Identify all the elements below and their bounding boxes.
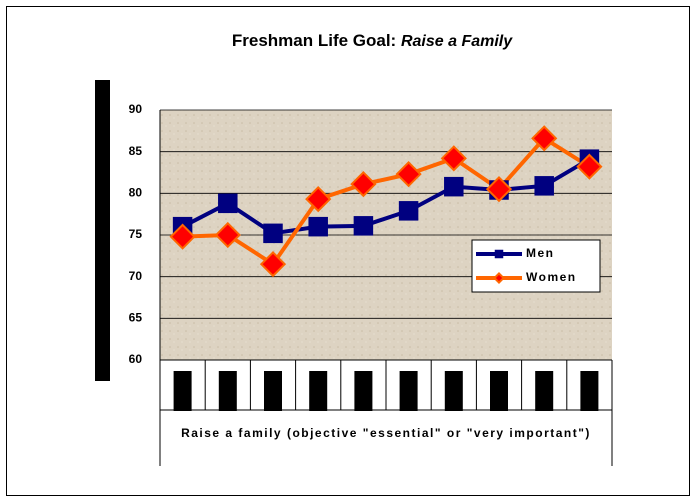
marker [534, 176, 554, 196]
marker [493, 272, 505, 284]
marker [263, 223, 283, 244]
chart-title: Freshman Life Goal: Raise a Family [232, 31, 513, 50]
marker [169, 223, 196, 250]
y-tick-label: 80 [129, 186, 143, 200]
marker [576, 153, 603, 180]
redaction [264, 371, 282, 411]
title-main: Freshman Life Goal: [232, 31, 396, 50]
marker [494, 249, 504, 259]
legend-label: Men [526, 246, 555, 260]
marker [218, 193, 238, 214]
redaction [490, 371, 508, 411]
x-axis-label: Raise a family (objective "essential" or… [181, 426, 591, 440]
y-tick-label: 70 [129, 269, 143, 283]
legend: Men Women [471, 239, 601, 293]
marker [485, 176, 513, 203]
y-tick-label: 65 [129, 311, 143, 325]
marker [398, 201, 419, 221]
y-tick-label: 75 [129, 227, 143, 241]
marker [259, 251, 287, 278]
marker [440, 145, 467, 172]
marker [305, 186, 332, 213]
marker [308, 216, 328, 237]
series-line [181, 157, 591, 236]
redaction [580, 371, 599, 411]
redaction [444, 371, 463, 411]
marker [531, 125, 558, 152]
marker [353, 216, 374, 236]
y-tick-label: 60 [129, 352, 143, 366]
y-tick-label: 90 [129, 102, 143, 116]
series-line [182, 135, 591, 267]
legend-box [471, 239, 601, 293]
redaction [218, 371, 237, 411]
y-tick-label: 85 [129, 144, 143, 158]
marker [395, 161, 422, 188]
marker [214, 221, 241, 249]
redaction [173, 371, 192, 411]
marker [444, 176, 464, 197]
legend-label: Women [526, 270, 577, 284]
redaction [309, 371, 328, 411]
redaction [354, 371, 373, 411]
title-emphasis: Raise a Family [401, 33, 513, 50]
redaction [95, 80, 110, 381]
redaction [535, 371, 554, 411]
marker [350, 171, 377, 198]
redaction [399, 371, 418, 411]
